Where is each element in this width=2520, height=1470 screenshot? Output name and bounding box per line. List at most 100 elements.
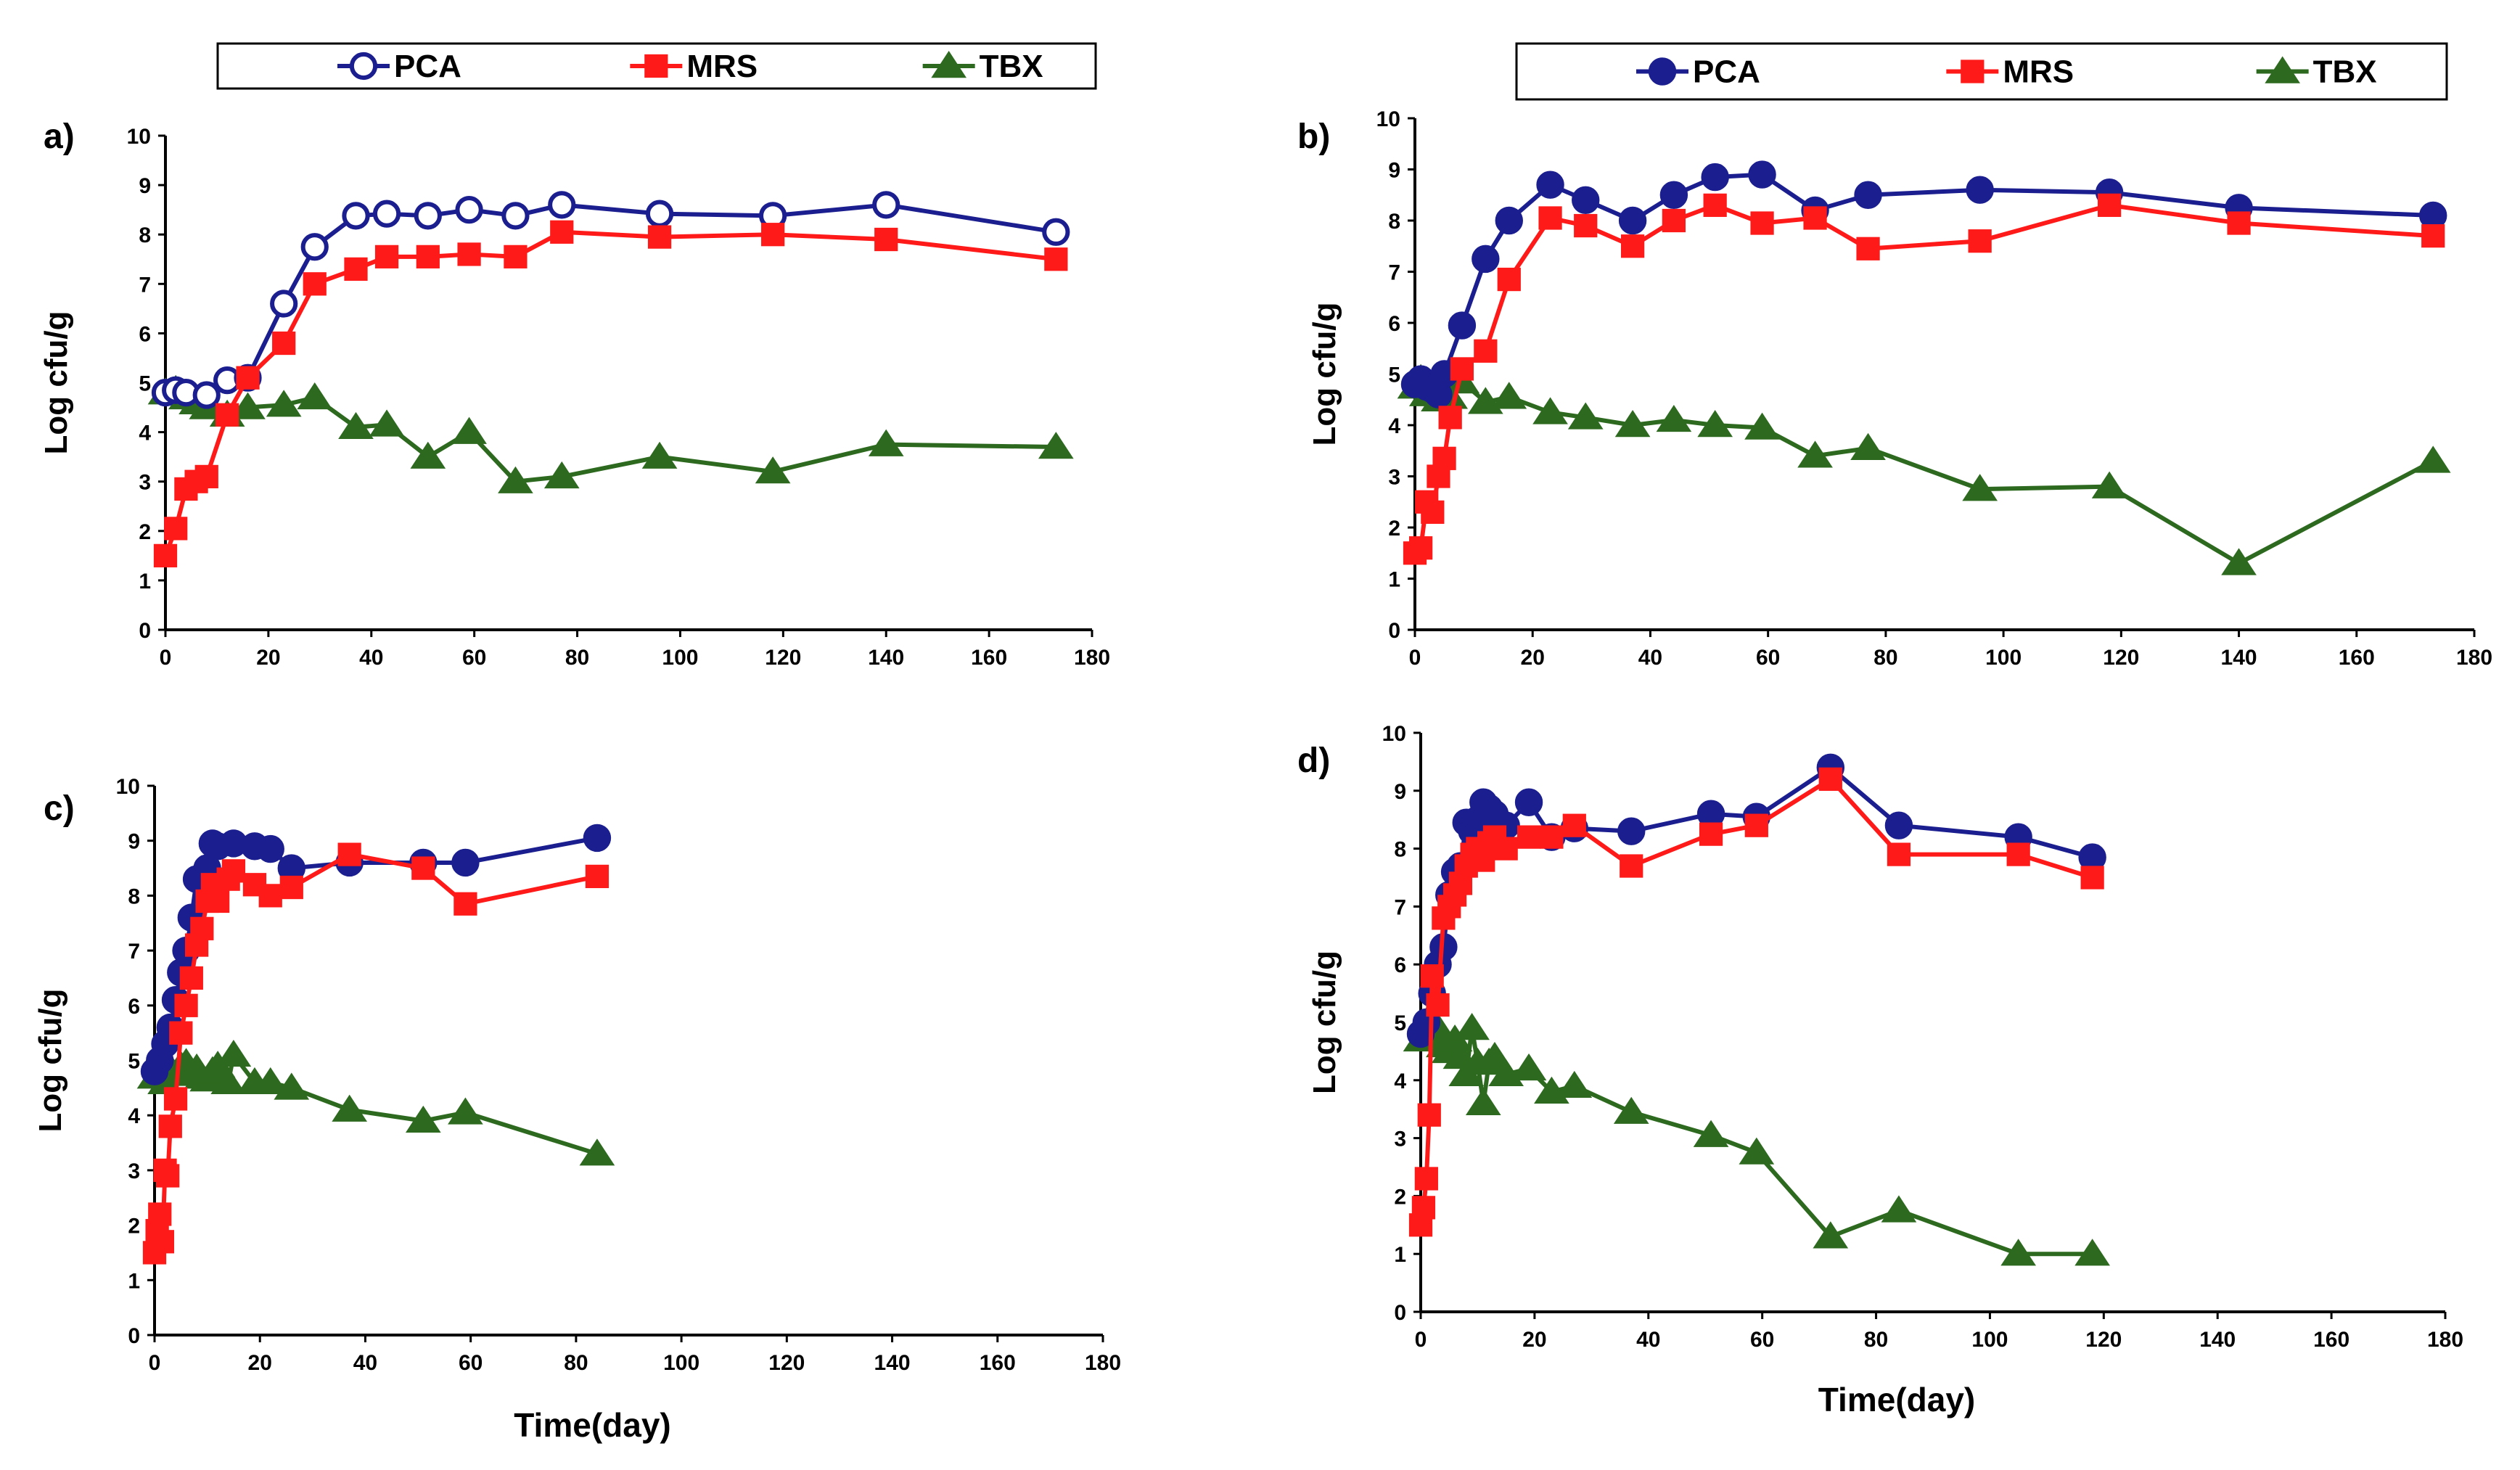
y-tick-label: 8: [139, 223, 151, 247]
data-point-mrs: [1426, 993, 1450, 1017]
data-point-tbx: [1511, 1053, 1547, 1081]
x-tick-label: 140: [2221, 646, 2257, 670]
data-point-mrs: [1411, 1196, 1436, 1220]
data-point-mrs: [2080, 866, 2104, 890]
x-tick-label: 120: [2103, 646, 2139, 670]
data-point-mrs: [1818, 767, 1842, 791]
data-point-pca: [645, 200, 674, 228]
data-point-tbx: [1567, 402, 1604, 430]
x-tick-label: 100: [662, 646, 698, 670]
data-point-pca: [372, 200, 401, 228]
data-point-tbx: [543, 461, 580, 489]
x-tick-label: 180: [2456, 646, 2492, 670]
x-tick-label: 60: [462, 646, 486, 670]
data-point-mrs: [1408, 536, 1433, 560]
y-tick-label: 5: [139, 372, 151, 396]
data-point-tbx: [332, 1094, 367, 1122]
data-point-pca: [1854, 181, 1882, 209]
data-point-pca: [300, 233, 329, 261]
x-tick-label: 60: [459, 1351, 483, 1375]
data-point-mrs: [190, 916, 214, 940]
data-point-pca: [548, 191, 576, 219]
data-point-tbx: [274, 1072, 310, 1100]
data-point-pca: [192, 381, 221, 409]
panel-label: d): [1297, 742, 1330, 780]
data-point-mrs: [1803, 206, 1827, 230]
series-tbx: [1403, 1007, 2110, 1266]
data-point-mrs: [194, 464, 218, 489]
data-point-tbx: [641, 441, 678, 469]
y-tick-label: 5: [1394, 1011, 1406, 1035]
x-tick-label: 60: [1756, 646, 1780, 670]
data-point-mrs: [1744, 813, 1768, 837]
data-point-pca: [1748, 160, 1776, 189]
y-tick-label: 1: [139, 570, 151, 594]
data-point-mrs: [1574, 213, 1598, 238]
y-tick-label: 2: [139, 520, 151, 544]
legend-label-mrs: MRS: [686, 49, 758, 84]
x-tick-label: 120: [765, 646, 801, 670]
legend-marker-pca: [349, 52, 378, 81]
y-tick-label: 1: [1394, 1243, 1406, 1267]
data-point-mrs: [1420, 964, 1444, 988]
data-point-tbx: [266, 390, 302, 417]
data-point-tbx: [498, 466, 533, 493]
legend-marker-tbx: [2265, 56, 2301, 83]
data-point-mrs: [504, 245, 528, 268]
data-point-tbx: [297, 382, 333, 410]
panel-label: a): [44, 118, 75, 156]
data-point-pca: [1572, 186, 1600, 214]
x-tick-label: 0: [1415, 1328, 1427, 1352]
x-axis-label: Time(day): [1818, 1381, 1975, 1418]
x-tick-label: 0: [149, 1351, 161, 1375]
data-point-tbx: [2074, 1239, 2110, 1266]
x-tick-label: 180: [2427, 1328, 2463, 1352]
data-point-mrs: [761, 223, 785, 247]
x-tick-label: 140: [874, 1351, 911, 1375]
data-point-tbx: [1744, 412, 1780, 440]
y-tick-label: 9: [139, 174, 151, 198]
data-point-tbx: [1881, 1195, 1917, 1223]
y-tick-label: 6: [139, 322, 151, 346]
panel-label: b): [1297, 118, 1330, 156]
data-point-mrs: [1562, 813, 1586, 837]
data-point-mrs: [303, 272, 327, 296]
data-point-pca: [414, 202, 442, 230]
data-point-mrs: [1417, 1103, 1441, 1127]
y-tick-label: 0: [128, 1324, 140, 1348]
data-point-mrs: [1699, 822, 1723, 846]
y-tick-label: 6: [1394, 953, 1406, 977]
data-point-pca: [256, 834, 284, 863]
data-point-mrs: [169, 1021, 193, 1045]
data-point-pca: [455, 196, 483, 224]
data-point-mrs: [1414, 1167, 1438, 1191]
y-tick-label: 1: [1388, 568, 1400, 592]
data-point-pca: [1617, 817, 1646, 845]
data-point-mrs: [1856, 237, 1880, 260]
legend-label-mrs: MRS: [2003, 54, 2074, 90]
y-axis-label: Log cfu/g: [1307, 303, 1342, 446]
y-tick-label: 2: [128, 1215, 140, 1239]
y-tick-label: 3: [1394, 1128, 1406, 1151]
data-point-tbx: [210, 1067, 246, 1095]
legend-item-mrs: MRS: [1946, 54, 2074, 90]
data-point-pca: [1042, 218, 1070, 246]
data-point-tbx: [2221, 548, 2257, 575]
data-point-mrs: [179, 966, 203, 990]
data-point-tbx: [1465, 1088, 1501, 1115]
data-point-mrs: [174, 993, 198, 1017]
data-point-pca: [1701, 163, 1729, 192]
data-point-mrs: [374, 245, 399, 268]
data-point-pca: [451, 848, 480, 877]
data-point-tbx: [216, 1039, 252, 1067]
series-mrs: [142, 842, 610, 1265]
series-mrs: [153, 220, 1068, 567]
data-point-tbx: [1693, 1120, 1729, 1147]
data-point-pca: [1472, 245, 1500, 274]
x-tick-label: 160: [2339, 646, 2375, 670]
